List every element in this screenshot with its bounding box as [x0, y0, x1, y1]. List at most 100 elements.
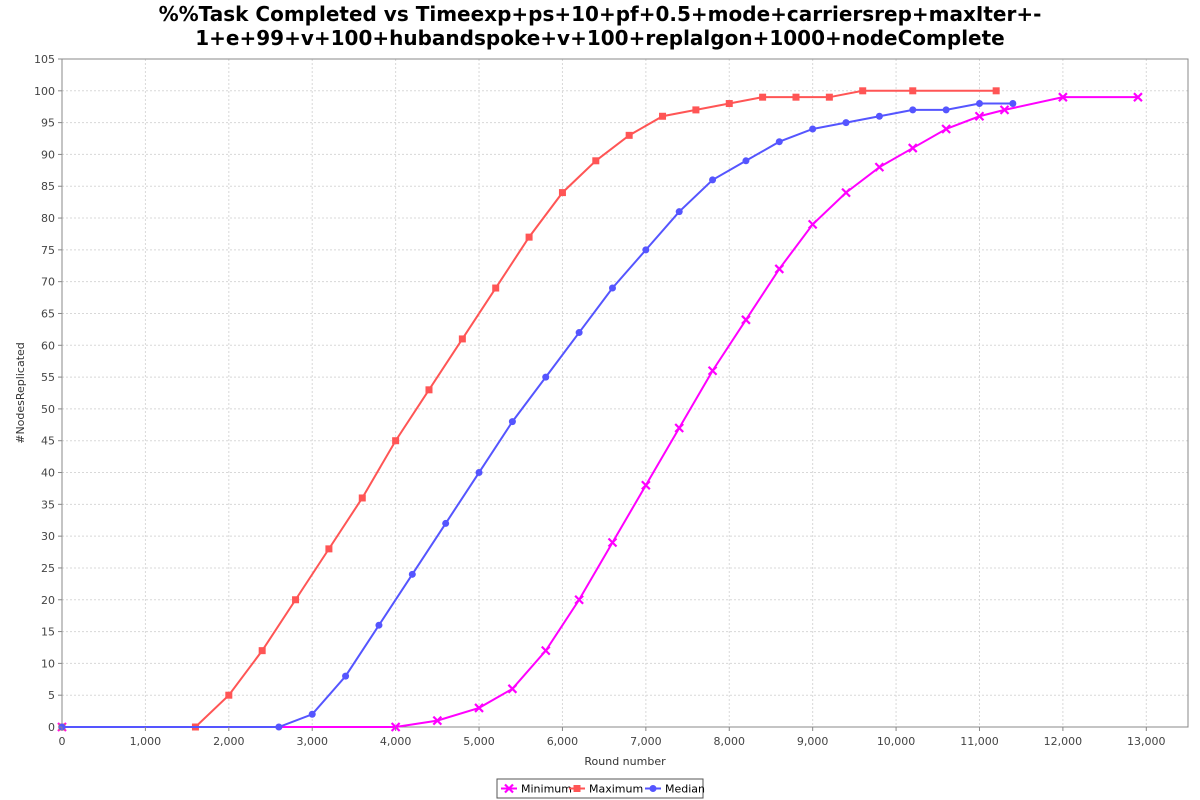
legend-label-minimum: Minimum — [521, 783, 572, 796]
series-layer — [57, 87, 1143, 732]
data-point-minimum — [841, 187, 851, 198]
data-point-maximum — [909, 87, 917, 95]
data-point-minimum — [774, 264, 785, 274]
legend-marker-median — [649, 785, 657, 792]
data-point-maximum — [659, 112, 667, 120]
data-point-median — [508, 418, 516, 426]
y-tick-label: 40 — [41, 467, 55, 480]
data-point-median — [408, 570, 416, 578]
data-point-maximum — [825, 93, 833, 101]
y-tick-label: 65 — [41, 307, 55, 320]
x-tick-label: 3,000 — [296, 735, 328, 748]
x-tick-label: 13,000 — [1127, 735, 1166, 748]
data-point-minimum — [540, 645, 551, 656]
x-axis-ticks: 0 1,000 2,000 3,000 4,000 5,000 6,000 7,000 8,00… — [59, 727, 1166, 748]
legend: Minimum Maximum Median — [496, 778, 705, 799]
data-point-minimum — [874, 162, 885, 172]
data-point-median — [475, 469, 483, 477]
plot-area — [61, 58, 1189, 728]
x-tick-label: 2,000 — [213, 735, 245, 748]
y-axis-ticks: 0 5 10 15 20 25 30 35 40 45 50 55 60 65 70 75 80 85 90 95 10… — [34, 53, 62, 734]
data-point-maximum — [492, 284, 500, 292]
data-point-median — [675, 208, 683, 216]
data-point-median — [542, 373, 550, 381]
data-point-median — [775, 138, 783, 146]
chart-title-line-2: 1+e+99+v+100+hubandspoke+v+100+replalgon… — [195, 26, 1004, 50]
data-point-maximum — [725, 100, 733, 108]
data-point-maximum — [358, 494, 366, 502]
x-tick-label: 0 — [59, 735, 66, 748]
data-point-median — [342, 672, 350, 680]
data-point-maximum — [792, 93, 800, 101]
data-point-maximum — [992, 87, 1000, 95]
y-tick-label: 10 — [41, 657, 55, 670]
data-point-minimum — [607, 537, 618, 548]
data-point-maximum — [425, 386, 433, 394]
series-line-maximum — [62, 89, 997, 728]
y-tick-label: 15 — [41, 626, 55, 639]
y-tick-label: 100 — [34, 85, 55, 98]
series-line-minimum — [62, 96, 1138, 728]
y-tick-label: 25 — [41, 562, 55, 575]
data-point-minimum — [574, 594, 584, 605]
series-line-median — [62, 102, 1013, 728]
y-tick-label: 50 — [41, 403, 55, 416]
data-point-median — [375, 621, 383, 629]
data-point-maximum — [592, 157, 600, 165]
data-point-median — [709, 176, 717, 184]
data-point-median — [809, 125, 817, 133]
data-point-maximum — [325, 545, 333, 553]
legend-label-median: Median — [665, 783, 705, 796]
x-tick-label: 9,000 — [797, 735, 829, 748]
data-point-maximum — [525, 233, 533, 241]
y-tick-label: 55 — [41, 371, 55, 384]
x-tick-label: 12,000 — [1044, 735, 1083, 748]
data-point-minimum — [707, 365, 718, 376]
data-point-median — [842, 119, 850, 127]
data-point-median — [975, 100, 983, 108]
legend-item-minimum: Minimum — [501, 783, 572, 796]
legend-marker-minimum — [504, 783, 514, 794]
y-tick-label: 105 — [34, 53, 55, 66]
legend-item-median: Median — [645, 783, 705, 796]
x-axis-label: Round number — [584, 755, 666, 768]
x-tick-label: 10,000 — [877, 735, 916, 748]
data-point-minimum — [474, 703, 484, 713]
y-tick-label: 95 — [41, 117, 55, 130]
data-point-median — [608, 284, 616, 292]
data-point-maximum — [759, 93, 767, 101]
data-point-maximum — [625, 131, 633, 139]
y-tick-label: 80 — [41, 212, 55, 225]
data-point-median — [275, 723, 283, 731]
data-point-median — [575, 329, 583, 337]
chart-title: %%Task Completed vs Timeexp+ps+10+pf+0.5… — [159, 2, 1042, 50]
x-tick-label: 6,000 — [547, 735, 579, 748]
data-point-median — [1009, 100, 1017, 108]
x-tick-label: 1,000 — [130, 735, 162, 748]
x-tick-label: 7,000 — [630, 735, 662, 748]
legend-marker-maximum — [573, 785, 581, 792]
data-point-maximum — [392, 437, 400, 445]
data-point-median — [909, 106, 917, 114]
legend-box — [496, 778, 704, 799]
y-tick-label: 0 — [48, 721, 55, 734]
data-point-minimum — [432, 715, 443, 726]
data-point-maximum — [558, 189, 566, 197]
data-point-maximum — [692, 106, 700, 114]
data-point-median — [742, 157, 750, 165]
y-axis-label: #NodesReplicated — [14, 342, 27, 444]
legend-item-maximum: Maximum — [569, 783, 643, 796]
data-point-maximum — [225, 691, 233, 699]
series-median — [58, 100, 1017, 731]
data-point-minimum — [741, 315, 751, 325]
data-point-minimum — [974, 111, 985, 122]
data-point-median — [642, 246, 650, 254]
x-tick-label: 5,000 — [463, 735, 495, 748]
x-tick-label: 4,000 — [380, 735, 412, 748]
x-tick-label: 8,000 — [714, 735, 746, 748]
gridlines — [61, 58, 1188, 728]
data-point-minimum — [507, 684, 518, 694]
x-tick-label: 11,000 — [960, 735, 999, 748]
series-maximum — [58, 87, 1000, 731]
